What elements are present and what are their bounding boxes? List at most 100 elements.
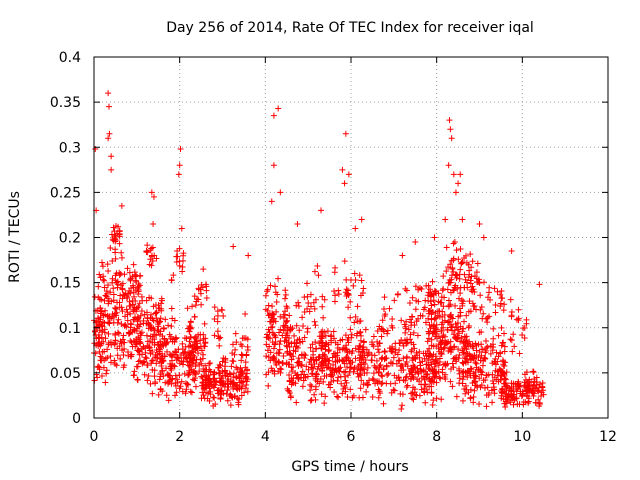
data-point <box>188 389 195 396</box>
data-point <box>414 365 421 372</box>
data-point <box>187 334 194 341</box>
data-point <box>427 352 434 359</box>
data-point <box>244 336 251 343</box>
data-point <box>340 344 347 351</box>
data-point <box>409 294 416 301</box>
data-point <box>146 321 153 328</box>
data-point <box>280 353 287 360</box>
data-point <box>197 337 204 344</box>
data-point <box>470 399 477 406</box>
data-point <box>100 364 107 371</box>
data-point <box>275 275 282 282</box>
data-point <box>446 318 453 325</box>
data-point <box>192 383 199 390</box>
data-point <box>141 371 148 378</box>
data-point <box>467 251 474 258</box>
data-point <box>214 387 221 394</box>
data-point <box>230 379 237 386</box>
data-point <box>219 372 226 379</box>
data-point <box>469 353 476 360</box>
data-point <box>127 320 134 327</box>
data-point <box>299 338 306 345</box>
data-point <box>372 380 379 387</box>
data-point <box>143 355 150 362</box>
data-point <box>148 311 155 318</box>
data-point <box>423 371 430 378</box>
data-point <box>264 288 271 295</box>
data-point <box>308 303 315 310</box>
data-point <box>448 135 455 142</box>
data-point <box>148 325 155 332</box>
data-point <box>174 253 181 260</box>
data-point <box>459 359 466 366</box>
data-point <box>293 302 300 309</box>
data-point <box>330 350 337 357</box>
data-point <box>269 317 276 324</box>
data-point <box>107 244 114 251</box>
data-point <box>403 373 410 380</box>
data-point <box>428 291 435 298</box>
data-point <box>189 303 196 310</box>
data-point <box>410 384 417 391</box>
data-point <box>538 393 545 400</box>
data-point <box>119 254 126 261</box>
data-point <box>321 400 328 407</box>
data-point <box>530 392 537 399</box>
data-point <box>422 319 429 326</box>
data-point <box>352 225 359 232</box>
x-tick-label: 12 <box>599 429 617 445</box>
data-point <box>458 260 465 267</box>
data-point <box>179 340 186 347</box>
data-point <box>301 309 308 316</box>
data-point <box>224 373 231 380</box>
data-point <box>422 381 429 388</box>
data-point <box>352 313 359 320</box>
data-point <box>462 276 469 283</box>
data-point <box>399 252 406 259</box>
data-point <box>212 401 219 408</box>
data-point <box>271 356 278 363</box>
data-point <box>157 315 164 322</box>
data-point <box>497 303 504 310</box>
data-point <box>482 347 489 354</box>
data-point <box>456 351 463 358</box>
data-point <box>326 381 333 388</box>
data-point <box>469 258 476 265</box>
data-point <box>168 276 175 283</box>
data-point <box>112 340 119 347</box>
data-point <box>200 368 207 375</box>
data-point <box>377 361 384 368</box>
data-point <box>380 400 387 407</box>
data-point <box>104 346 111 353</box>
data-point <box>331 389 338 396</box>
data-point <box>418 375 425 382</box>
data-point <box>342 355 349 362</box>
data-point <box>192 302 199 309</box>
data-point <box>352 345 359 352</box>
data-point <box>433 290 440 297</box>
data-point <box>448 365 455 372</box>
data-point <box>127 353 134 360</box>
data-point <box>342 368 349 375</box>
data-point <box>166 372 173 379</box>
data-point <box>457 290 464 297</box>
data-point <box>268 198 275 205</box>
data-point <box>294 220 301 227</box>
data-point <box>461 254 468 261</box>
data-point <box>270 345 277 352</box>
data-point <box>462 355 469 362</box>
data-point <box>245 252 252 259</box>
data-point <box>422 368 429 375</box>
y-tick-label: 0.1 <box>59 321 81 337</box>
data-point <box>202 362 209 369</box>
data-point <box>134 315 141 322</box>
data-point <box>472 340 479 347</box>
data-point <box>164 348 171 355</box>
data-point <box>304 305 311 312</box>
data-point <box>412 391 419 398</box>
data-point <box>497 291 504 298</box>
data-point <box>450 355 457 362</box>
data-point <box>107 289 114 296</box>
data-point <box>429 367 436 374</box>
data-point <box>269 323 276 330</box>
